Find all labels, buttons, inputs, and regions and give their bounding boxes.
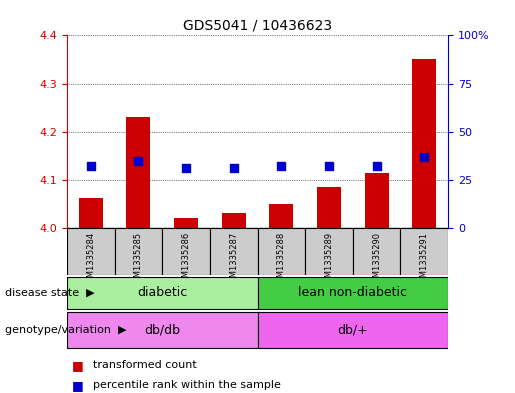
Bar: [269, 204, 293, 228]
Text: GSM1335287: GSM1335287: [229, 232, 238, 288]
Title: GDS5041 / 10436623: GDS5041 / 10436623: [183, 19, 332, 33]
Text: db/+: db/+: [337, 323, 368, 337]
Text: percentile rank within the sample: percentile rank within the sample: [93, 380, 281, 390]
Bar: [79, 198, 102, 228]
Bar: [67, 228, 115, 275]
Text: db/db: db/db: [144, 323, 180, 337]
Bar: [305, 228, 353, 275]
Bar: [174, 219, 198, 228]
Text: genotype/variation  ▶: genotype/variation ▶: [5, 325, 127, 335]
Bar: [258, 312, 448, 348]
Text: GSM1335285: GSM1335285: [134, 232, 143, 288]
Text: transformed count: transformed count: [93, 360, 196, 371]
Bar: [365, 173, 388, 228]
Text: GSM1335286: GSM1335286: [182, 232, 191, 288]
Text: diabetic: diabetic: [137, 286, 187, 299]
Text: ■: ■: [72, 359, 84, 372]
Bar: [401, 228, 448, 275]
Bar: [258, 228, 305, 275]
Bar: [413, 59, 436, 228]
Bar: [353, 228, 401, 275]
Bar: [162, 228, 210, 275]
Text: GSM1335290: GSM1335290: [372, 232, 381, 288]
Bar: [114, 228, 162, 275]
Point: [87, 163, 95, 169]
Point: [230, 165, 238, 171]
Bar: [258, 277, 448, 309]
Point: [420, 154, 428, 160]
Text: lean non-diabetic: lean non-diabetic: [298, 286, 407, 299]
Point: [277, 163, 285, 169]
Bar: [222, 213, 246, 228]
Point: [182, 165, 190, 171]
Bar: [127, 117, 150, 228]
Point: [372, 163, 381, 169]
Bar: [210, 228, 258, 275]
Text: GSM1335289: GSM1335289: [324, 232, 333, 288]
Bar: [67, 312, 258, 348]
Text: ■: ■: [72, 378, 84, 392]
Point: [134, 157, 143, 163]
Text: disease state  ▶: disease state ▶: [5, 288, 95, 298]
Point: [325, 163, 333, 169]
Text: GSM1335288: GSM1335288: [277, 232, 286, 288]
Text: GSM1335291: GSM1335291: [420, 232, 428, 288]
Bar: [317, 187, 341, 228]
Text: GSM1335284: GSM1335284: [87, 232, 95, 288]
Bar: [67, 277, 258, 309]
